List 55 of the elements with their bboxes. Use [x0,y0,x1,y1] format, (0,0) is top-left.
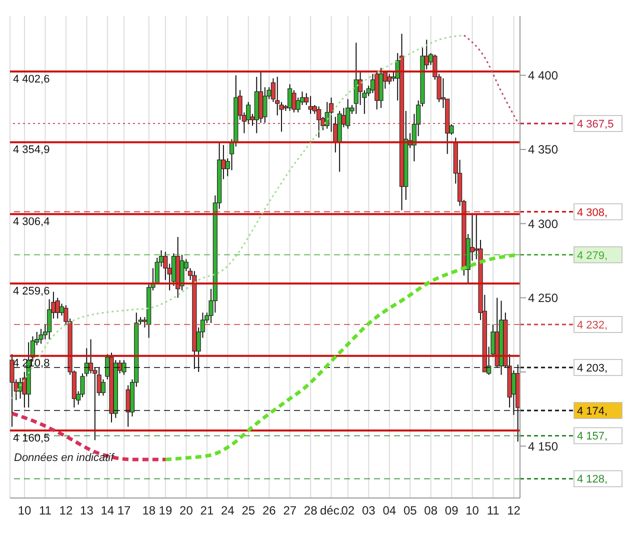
x-tick-label: 03 [362,504,376,518]
line-series [463,34,519,124]
ref-line-label: 4 259,6 [13,285,50,298]
x-tick-label: 25 [242,504,256,518]
ref-line-label: 4 367,5 [577,118,614,131]
y-tick-label: 4 400 [528,68,558,83]
ref-line-label: 4 203, [577,362,608,374]
x-tick-label: 09 [444,504,459,518]
candlestick [38,328,44,344]
ref-line-label: 4 279, [577,250,608,262]
x-tick-label: 14 [100,504,114,518]
ref-line-label: 4 308, [577,206,608,219]
x-tick-label: 17 [117,504,132,518]
candlestick [100,378,106,396]
ref-line-label: 4 306,4 [13,216,50,228]
candlestick [387,73,392,85]
x-tick-label: 05 [403,504,418,518]
y-tick-label: 4 350 [528,142,558,157]
x-tick-label: 19 [158,504,172,518]
ref-line-label: 4 157, [577,430,608,443]
ref-line-label: 4 174, [577,406,608,418]
ref-line-label: 4 128, [577,474,608,486]
line-series [10,412,168,462]
candlestick [346,98,350,130]
ref-line-label: 4 354,9 [13,144,50,156]
candlestick [354,42,358,114]
ref-line-label: 4 160,5 [13,432,50,444]
x-tick-label: 21 [200,504,214,518]
x-tick-label: 12 [59,504,73,518]
x-tick-label: 20 [180,504,194,518]
x-tick-label: 12 [507,504,521,518]
x-tick-label: 04 [382,504,396,518]
candlestick [308,96,313,114]
x-tick-label: 27 [283,504,297,518]
y-tick-label: 4 250 [528,291,558,306]
ref-line-label: 4 232, [577,319,608,332]
candlestick [316,106,322,138]
x-tick-label: 26 [262,504,276,518]
x-tick-label: 24 [221,504,235,518]
x-tick-label: 13 [80,504,94,518]
x-tick-label: 08 [424,504,438,518]
x-tick-label: 11 [39,504,52,518]
ref-line-label: 4 402,6 [13,73,50,86]
x-tick-label: 18 [142,504,156,518]
x-tick-label: 11 [486,504,500,518]
x-tick-label: 28 [304,504,318,518]
x-tick-label: déc. [320,504,343,518]
x-tick-label: 10 [466,504,480,518]
y-tick-label: 4 150 [528,439,558,454]
x-tick-label: 10 [18,504,32,518]
x-tick-label: 02 [341,504,355,518]
y-tick-label: 4 300 [528,216,558,231]
candlestick [288,84,292,112]
candlestick [262,86,268,124]
annotation: Données en indicatif [14,452,114,464]
